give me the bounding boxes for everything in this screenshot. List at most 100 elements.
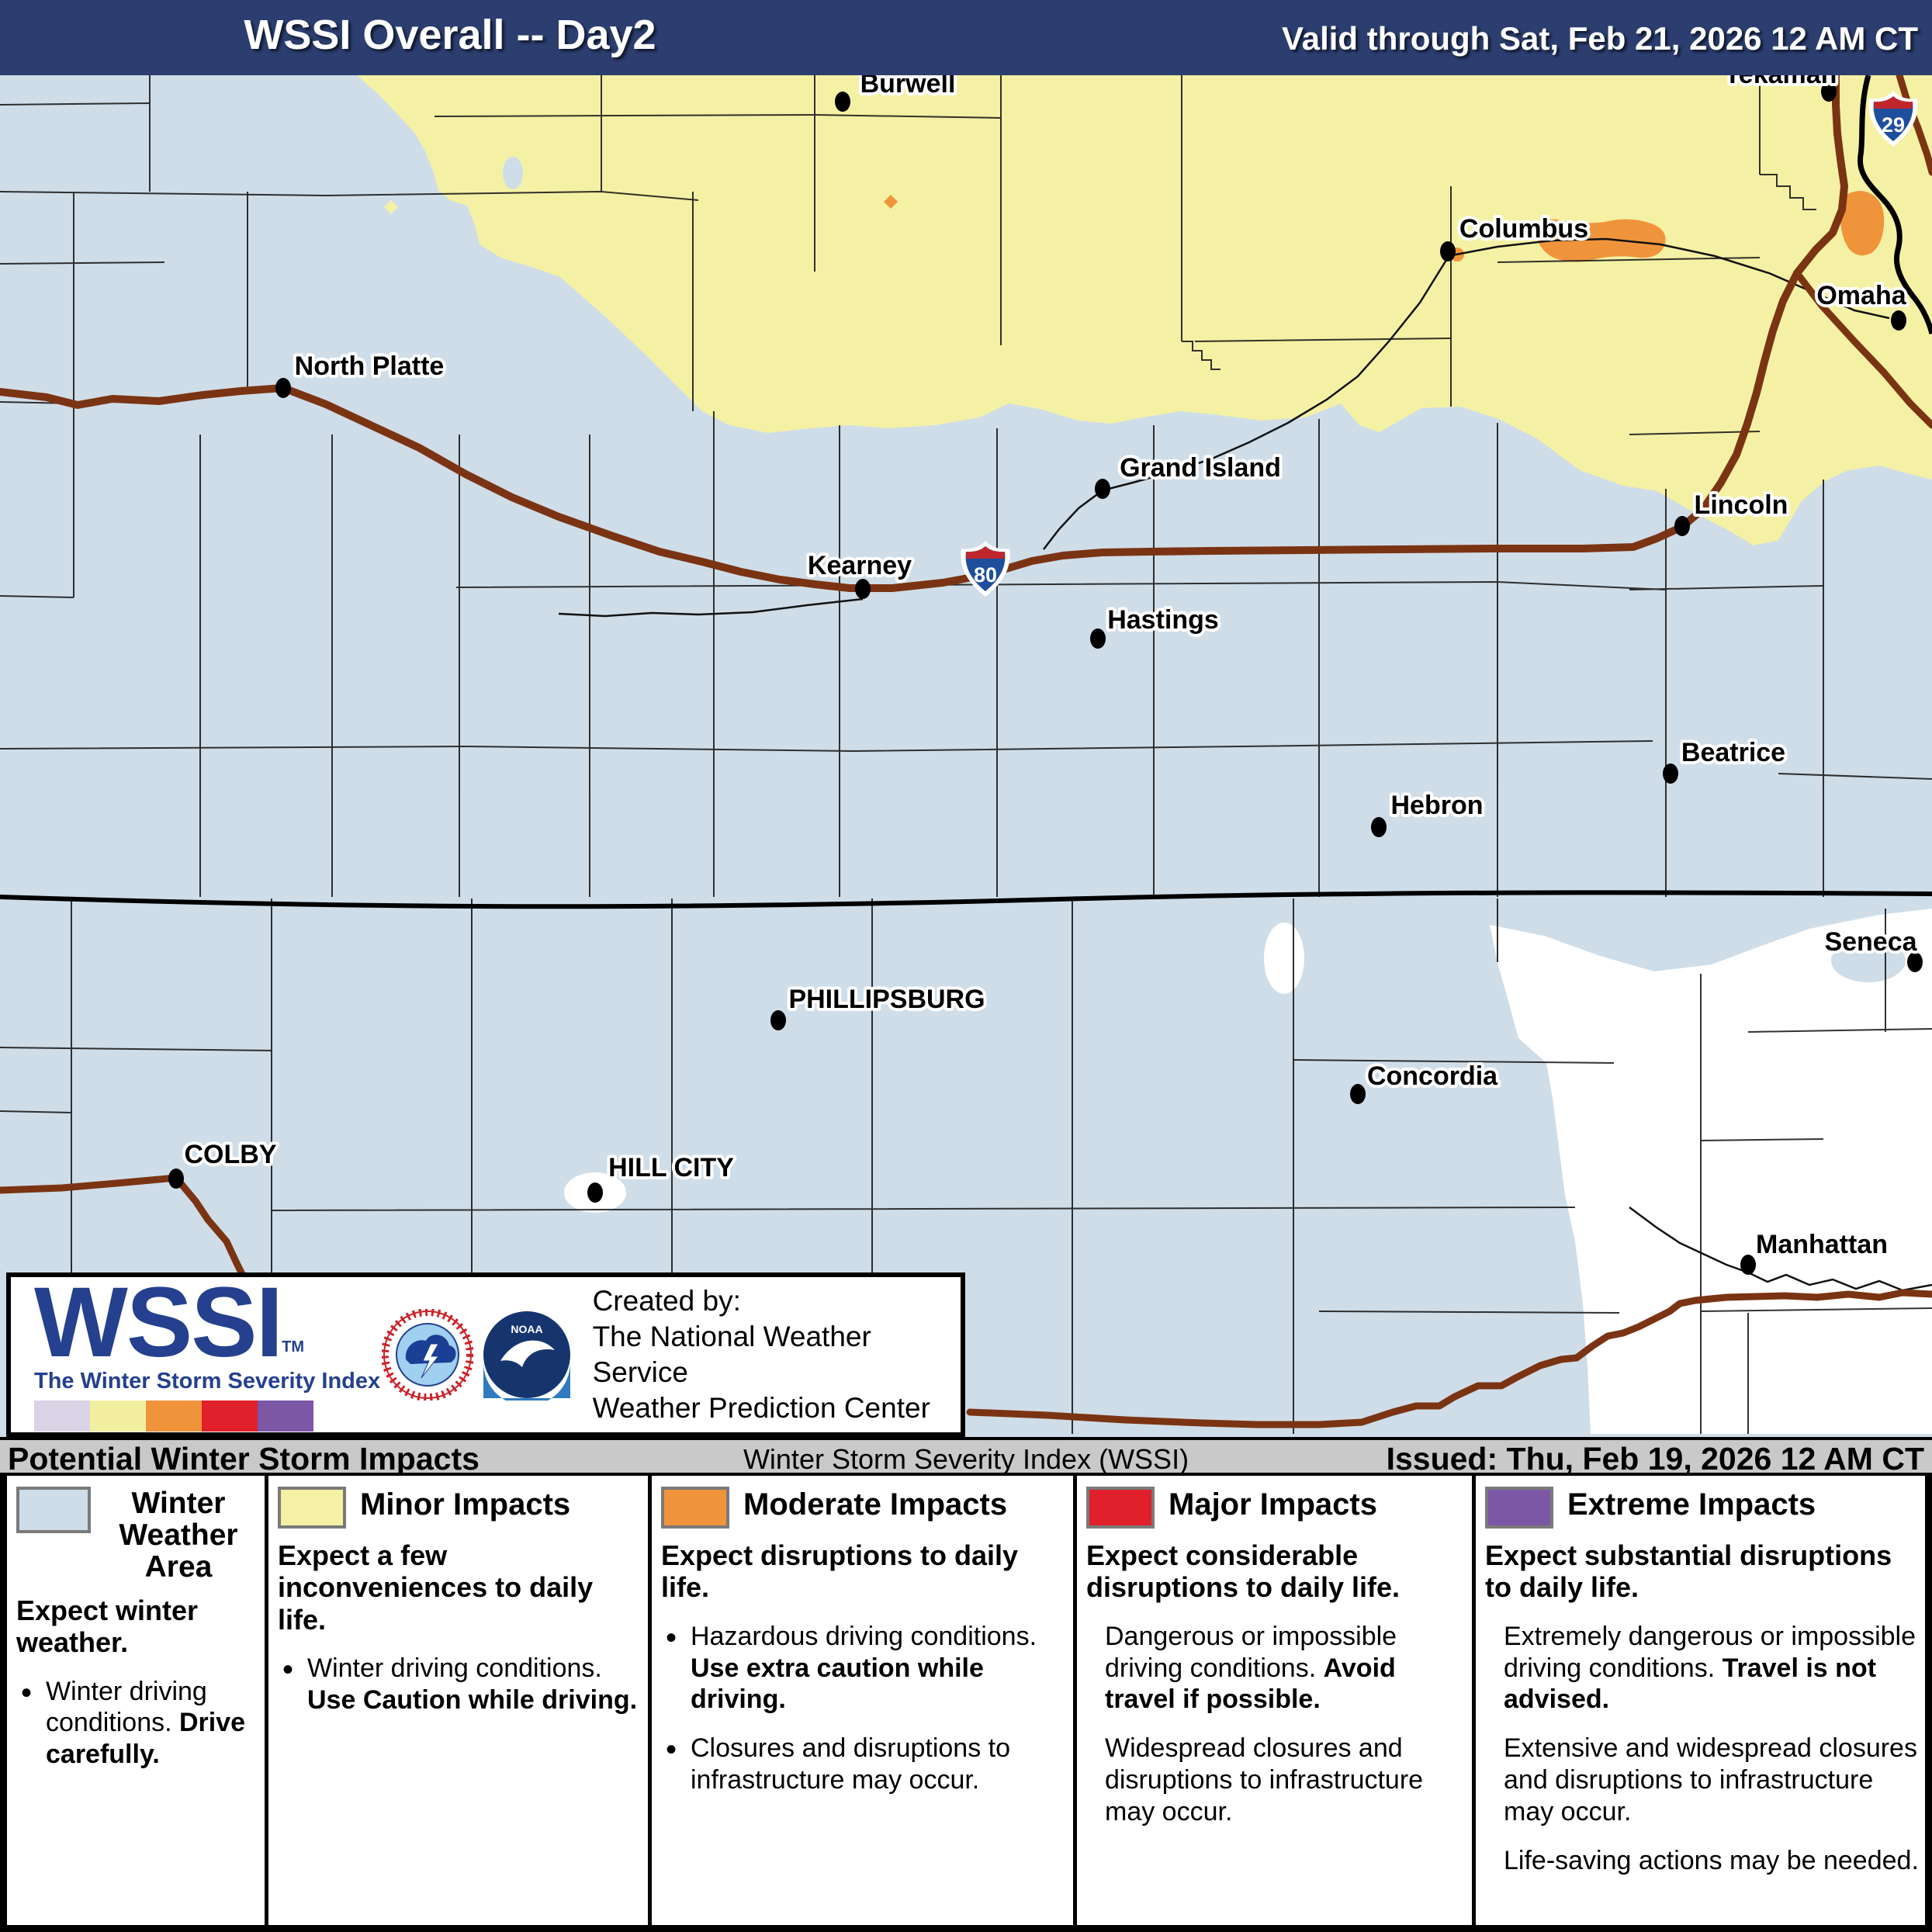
legend-item-text: Hazardous driving conditions.	[691, 1621, 1037, 1651]
legend-item: Extremely dangerous or impossible drivin…	[1485, 1621, 1924, 1716]
legend-item: Winter driving conditions. Drive careful…	[16, 1674, 257, 1771]
interstate-29-shield-icon: 29	[1868, 91, 1918, 147]
no-impact-pocket	[1264, 923, 1304, 994]
minor-speck	[384, 200, 398, 214]
created-by-label: Created by:	[592, 1284, 741, 1317]
wssi-subtitle: Winter Storm Severity Index (WSSI)	[743, 1443, 1189, 1475]
interstate-29-number: 29	[1882, 113, 1905, 137]
legend-column-major: Major Impacts Expect considerable disrup…	[1077, 1476, 1472, 1925]
extreme-swatch	[1485, 1487, 1553, 1529]
legend-header: Winter Weather Area	[119, 1487, 238, 1584]
legend-divider	[265, 1476, 268, 1925]
legend-item-text: Winter driving conditions.	[307, 1653, 602, 1684]
winter-pocket-seneca	[1831, 939, 1906, 982]
city-label: Seneca	[1824, 927, 1917, 957]
legend-intro: Expect substantial disruptions to daily …	[1485, 1539, 1892, 1604]
city-label: Beatrice	[1681, 738, 1785, 767]
legend-intro: Expect a few inconveniences to daily lif…	[278, 1539, 594, 1636]
wssi-acronym: WSSI	[34, 1266, 283, 1378]
legend-intro: Expect disruptions to daily life.	[661, 1539, 1019, 1604]
legend-item-bold: Travel is not advised.	[1504, 1653, 1877, 1715]
city-label: Concordia	[1367, 1061, 1498, 1091]
legend-item: Widespread closures and disruptions to i…	[1086, 1733, 1464, 1827]
issued-label: Issued: Thu, Feb 19, 2026 12 AM CT	[1386, 1441, 1924, 1477]
legend-item: Closures and disruptions to infrastructu…	[661, 1731, 1065, 1796]
wssi-logo-box: WSSITM The Winter Storm Severity Index N…	[6, 1272, 965, 1437]
legend-header: Minor Impacts	[360, 1487, 571, 1522]
legend-intro: Expect winter weather.	[16, 1594, 199, 1659]
city-label: Omaha	[1816, 281, 1906, 310]
legend-item-text: Closures and disruptions to infrastructu…	[691, 1733, 1011, 1795]
city-label: Kearney	[808, 551, 912, 580]
moderate-swatch	[661, 1487, 729, 1529]
wssi-logo: WSSITM The Winter Storm Severity Index	[11, 1272, 382, 1432]
legend-intro: Expect considerable disruptions to daily…	[1086, 1539, 1401, 1604]
county-lines	[0, 75, 1932, 1434]
legend-divider	[1472, 1476, 1476, 1925]
legend-item-bold: Use extra caution while driving.	[691, 1653, 984, 1715]
legend-item-bold: Use Caution while driving.	[307, 1684, 638, 1715]
info-bar: Potential Winter Storm Impacts Winter St…	[0, 1437, 1932, 1477]
city-label: Lincoln	[1695, 490, 1788, 520]
legend-divider	[1073, 1476, 1077, 1925]
strip-major	[202, 1401, 258, 1432]
legend-column-winter: Winter Weather Area Expect winter weathe…	[7, 1476, 265, 1925]
legend-item: Dangerous or impossible driving conditio…	[1086, 1621, 1464, 1716]
strip-moderate	[146, 1401, 202, 1432]
legend-item-text: Extremely dangerous or impossible drivin…	[1504, 1621, 1916, 1683]
legend-column-extreme: Extreme Impacts Expect substantial disru…	[1476, 1476, 1932, 1925]
legend-item: Extensive and widespread closures and di…	[1485, 1733, 1924, 1827]
wssi-severity-strip	[34, 1401, 382, 1432]
city-label: North Platte	[295, 351, 445, 381]
legend: Winter Weather Area Expect winter weathe…	[0, 1476, 1932, 1932]
city-label: Columbus	[1459, 214, 1588, 244]
legend-item-text: Extensive and widespread closures and di…	[1504, 1733, 1917, 1826]
valid-through-label: Valid through Sat, Feb 21, 2026 12 AM CT	[1282, 20, 1918, 57]
strip-minor	[90, 1401, 146, 1432]
legend-item-text: Winter driving conditions.	[46, 1676, 207, 1738]
highway-lines	[558, 237, 1932, 1292]
legend-item: Winter driving conditions. Use Caution w…	[278, 1651, 640, 1716]
impacts-heading: Potential Winter Storm Impacts	[8, 1441, 480, 1477]
created-by-org1: The National Weather Service	[592, 1320, 871, 1388]
page-title: WSSI Overall -- Day2	[244, 12, 656, 58]
noaa-label: NOAA	[511, 1323, 542, 1335]
interstate-80-shield-icon: 80	[961, 541, 1010, 597]
legend-column-moderate: Moderate Impacts Expect disruptions to d…	[652, 1476, 1073, 1925]
city-label: Grand Island	[1120, 453, 1281, 483]
city-label: PHILLIPSBURG	[788, 985, 985, 1014]
city-label: COLBY	[185, 1140, 277, 1169]
wssi-tagline: The Winter Storm Severity Index	[34, 1369, 381, 1394]
city-label: Hastings	[1107, 605, 1219, 635]
legend-item: Life-saving actions may be needed.	[1485, 1845, 1924, 1877]
legend-item-text: Dangerous or impossible driving conditio…	[1105, 1621, 1397, 1683]
legend-header: Extreme Impacts	[1567, 1487, 1816, 1522]
legend-header: Moderate Impacts	[743, 1487, 1008, 1522]
winter-pocket	[503, 157, 523, 189]
minor-swatch	[278, 1487, 346, 1529]
strip-extreme	[258, 1401, 313, 1432]
legend-item-bold: Avoid travel if possible.	[1105, 1653, 1396, 1715]
nws-logo-icon	[381, 1309, 473, 1401]
legend-column-minor: Minor Impacts Expect a few inconvenience…	[268, 1476, 648, 1925]
city-label: Manhattan	[1756, 1230, 1888, 1259]
legend-item-bold: Drive carefully.	[46, 1708, 246, 1770]
legend-divider	[648, 1476, 652, 1925]
legend-header: Major Impacts	[1169, 1487, 1377, 1522]
trademark-symbol: TM	[282, 1338, 305, 1356]
created-by-org2: Weather Prediction Center	[592, 1392, 930, 1425]
winter-swatch	[16, 1487, 91, 1533]
legend-item: Hazardous driving conditions. Use extra …	[661, 1619, 1065, 1716]
interstate-80-number: 80	[974, 563, 997, 587]
legend-item-text: Widespread closures and disruptions to i…	[1105, 1733, 1424, 1826]
city-label: HILL CITY	[608, 1153, 734, 1182]
city-label: Hebron	[1391, 791, 1484, 820]
missouri-river	[1857, 74, 1932, 334]
minor-impacts-area	[357, 75, 1932, 545]
title-bar: WSSI Overall -- Day2 Valid through Sat, …	[0, 0, 1932, 75]
legend-item-text: Life-saving actions may be needed.	[1504, 1845, 1919, 1875]
no-impact-area	[1490, 909, 1932, 1434]
strip-winter	[34, 1401, 90, 1432]
state-line	[0, 890, 1932, 909]
